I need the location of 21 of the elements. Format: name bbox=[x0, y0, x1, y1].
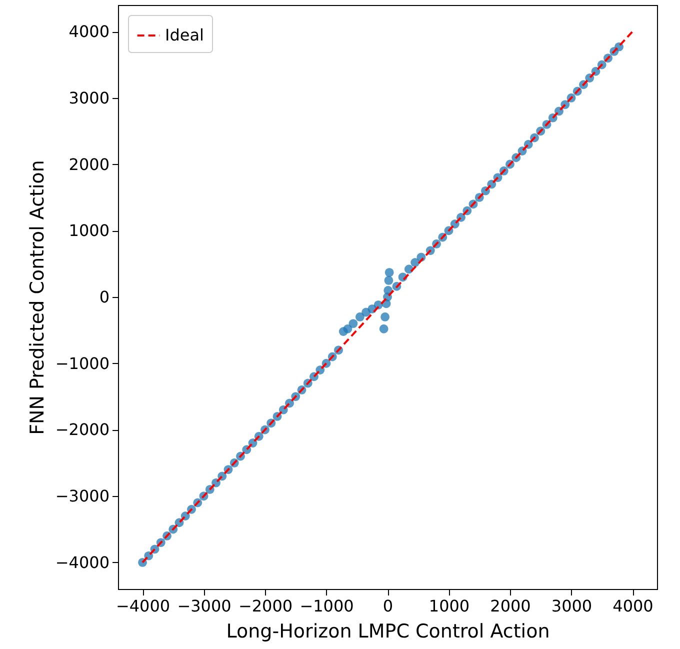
x-tick-label: −2000 bbox=[238, 596, 293, 616]
y-tick-label: 4000 bbox=[68, 22, 110, 42]
x-tick-label: −1000 bbox=[300, 596, 354, 616]
y-tick-label: 3000 bbox=[68, 88, 110, 108]
y-tick-label: 2000 bbox=[68, 154, 110, 174]
y-tick-label: 0 bbox=[99, 288, 110, 306]
x-tick-label: −4000 bbox=[116, 596, 170, 616]
y-tick-label: −2000 bbox=[55, 420, 110, 440]
x-tick-label: 4000 bbox=[612, 596, 654, 616]
y-tick-label: −3000 bbox=[55, 486, 110, 506]
x-tick-label: 0 bbox=[382, 596, 394, 616]
y-tick-label: −4000 bbox=[55, 552, 110, 572]
x-tick-label: −3000 bbox=[177, 596, 232, 616]
legend-label: Ideal bbox=[165, 26, 204, 44]
y-axis-title: FNN Predicted Control Action bbox=[26, 160, 48, 435]
y-tick-label: 1000 bbox=[68, 221, 110, 240]
x-tick-label: 3000 bbox=[551, 596, 592, 616]
x-tick-label: 1000 bbox=[428, 596, 470, 616]
y-tick-label: −1000 bbox=[55, 354, 110, 373]
x-axis-title: Long-Horizon LMPC Control Action bbox=[226, 620, 550, 642]
x-tick-label: 2000 bbox=[490, 596, 531, 616]
